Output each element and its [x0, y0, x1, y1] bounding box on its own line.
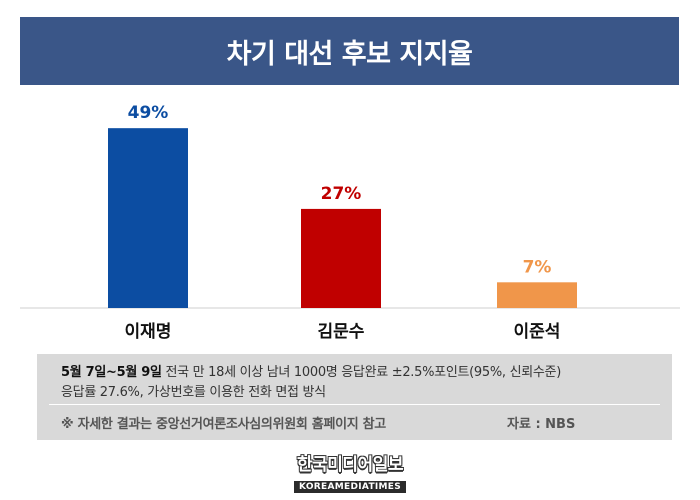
title-banner: 차기 대선 후보 지지율	[20, 17, 679, 85]
category-label-1: 이재명	[125, 322, 172, 342]
bar-3	[497, 282, 577, 308]
bar-1	[108, 128, 188, 308]
bar-chart: 49% 이재명 27% 김문수 7% 이준석	[20, 103, 680, 342]
bar-2	[301, 208, 381, 308]
survey-line-2: 응답률 27.6%, 가상번호를 이용한 전화 면접 방식	[61, 385, 326, 400]
category-label-3: 이준석	[514, 322, 561, 342]
survey-dates: 5월 7일~5월 9일	[61, 365, 162, 380]
survey-info-box: 5월 7일~5월 9일 전국 만 18세 이상 남녀 1000명 응답완료 ±2…	[37, 354, 672, 440]
logo-english: KOREAMEDIATIMES	[293, 481, 407, 493]
category-label-2: 김문수	[318, 322, 365, 342]
value-label-2: 27%	[321, 184, 362, 204]
logo: 한국미디어일보 KOREAMEDIATIMES	[0, 456, 700, 493]
value-label-3: 7%	[523, 257, 552, 277]
chart-title: 차기 대선 후보 지지율	[226, 38, 473, 70]
logo-korean: 한국미디어일보	[297, 455, 403, 475]
value-label-1: 49%	[128, 103, 169, 123]
footer-note: ※ 자세한 결과는 중앙선거여론조사심의위원회 홈페이지 참고	[61, 417, 386, 432]
data-source: 자료 : NBS	[507, 417, 576, 432]
survey-line-1: 5월 7일~5월 9일 전국 만 18세 이상 남녀 1000명 응답완료 ±2…	[61, 361, 561, 380]
survey-method: 전국 만 18세 이상 남녀 1000명 응답완료 ±2.5%포인트(95%, …	[165, 365, 562, 380]
footer-divider	[49, 404, 660, 405]
